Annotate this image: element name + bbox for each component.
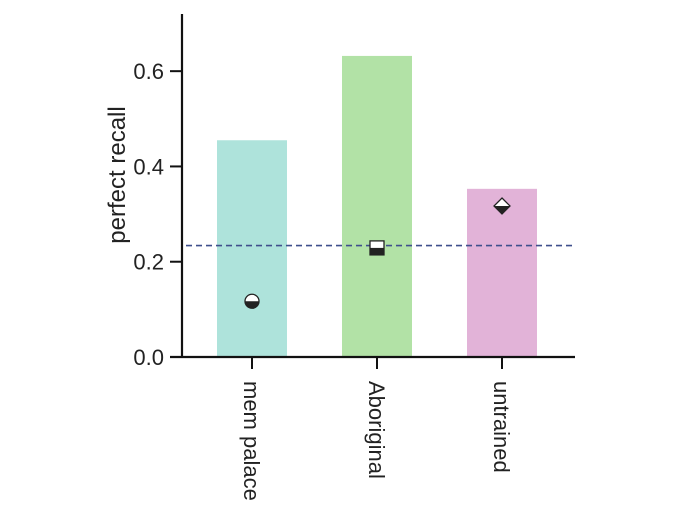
y-tick-label: 0.6 (133, 59, 164, 84)
x-tick-label: untrained (489, 381, 514, 473)
y-tick-label: 0.0 (133, 345, 164, 370)
y-tick-label: 0.4 (133, 154, 164, 179)
y-tick-label: 0.2 (133, 250, 164, 275)
markers-layer (244, 197, 511, 309)
marker-mem-palace (244, 293, 260, 309)
bar-mem-palace (217, 140, 287, 357)
bars-layer (217, 55, 537, 358)
bar-untrained (467, 188, 537, 357)
marker-untrained (493, 197, 511, 215)
x-tick-label: Aboriginal (364, 381, 389, 479)
bar-aboriginal (342, 55, 412, 358)
axes-layer (170, 14, 575, 369)
y-axis-label: perfect recall (104, 106, 131, 243)
marker-aboriginal (369, 240, 385, 256)
x-tick-label: mem palace (239, 381, 264, 501)
labels-layer: perfect recall 0.0 0.2 0.4 0.6 mem palace Abo… (104, 59, 514, 501)
